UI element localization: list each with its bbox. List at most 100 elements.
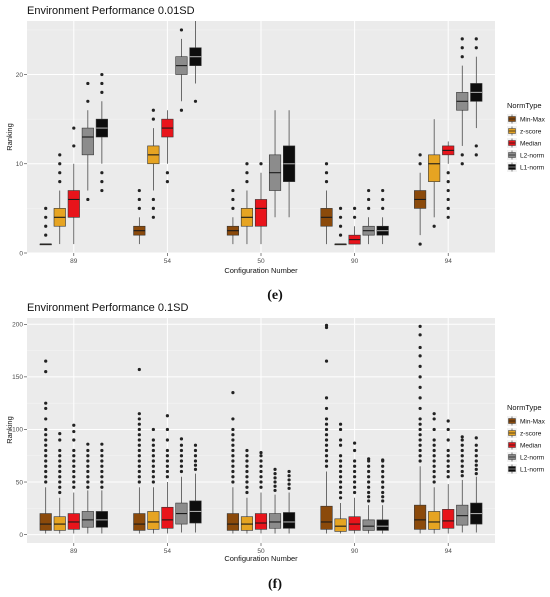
outlier-point xyxy=(100,459,104,463)
box-L1-norm-50 xyxy=(283,110,296,218)
outlier-point xyxy=(231,197,235,202)
box-Min-Max-94 xyxy=(414,153,427,246)
outlier-point xyxy=(245,180,249,184)
outlier-point xyxy=(179,443,184,447)
outlier-point xyxy=(446,459,450,463)
outlier-point xyxy=(165,454,169,458)
outlier-point xyxy=(324,406,329,411)
outlier-point xyxy=(151,206,155,210)
outlier-point xyxy=(446,427,450,432)
y-tick-label: 20 xyxy=(16,72,24,79)
outlier-point xyxy=(367,457,371,461)
outlier-point xyxy=(231,433,235,437)
outlier-point xyxy=(137,459,141,463)
outlier-point xyxy=(474,144,478,148)
outlier-point xyxy=(58,490,62,495)
outlier-point xyxy=(259,475,263,479)
outlier-point xyxy=(58,438,62,442)
outlier-point xyxy=(137,206,141,210)
legend-label: L1-norm xyxy=(520,164,544,171)
outlier-point xyxy=(58,469,62,474)
outlier-point xyxy=(245,469,249,474)
box-L2-norm-50 xyxy=(268,467,282,534)
outlier-point xyxy=(381,499,385,503)
outlier-point xyxy=(72,126,76,130)
outlier-point xyxy=(72,454,76,458)
y-ticks-f: 0 50 100 150 200 xyxy=(12,322,27,539)
outlier-point xyxy=(86,197,90,202)
box-L2-norm-54 xyxy=(175,437,188,533)
outlier-point xyxy=(338,469,343,474)
chart-title-e: Environment Performance 0.01SD xyxy=(27,5,195,17)
box-body xyxy=(442,509,455,529)
outlier-point xyxy=(165,448,169,453)
outlier-point xyxy=(324,459,329,463)
outlier-point xyxy=(460,474,464,478)
box-L2-norm-50 xyxy=(268,110,282,218)
outlier-point xyxy=(44,224,48,228)
outlier-point xyxy=(338,215,343,219)
outlier-point xyxy=(381,469,385,474)
outlier-point xyxy=(72,480,76,484)
outlier-point xyxy=(193,99,198,103)
outlier-point xyxy=(58,448,62,453)
outlier-point xyxy=(432,464,436,468)
box-body xyxy=(39,513,52,531)
legend-f: NormType Min-Max z-score Median L2-norm L1-no… xyxy=(507,403,546,474)
outlier-point xyxy=(338,422,343,426)
legend-e: NormType Min-Max z-score Median L2-norm L1-no… xyxy=(507,101,546,172)
outlier-point xyxy=(231,459,235,463)
outlier-point xyxy=(231,448,235,453)
outlier-point xyxy=(165,438,169,442)
box-Min-Max-50 xyxy=(226,188,239,245)
outlier-point xyxy=(367,485,371,489)
outlier-point xyxy=(324,433,329,437)
box-Min-Max-54 xyxy=(133,367,146,534)
outlier-point xyxy=(432,443,436,447)
outlier-point xyxy=(338,480,343,484)
x-tick-label: 89 xyxy=(70,258,78,265)
outlier-point xyxy=(86,475,90,479)
y-tick-label: 200 xyxy=(12,322,23,329)
outlier-point xyxy=(179,464,184,468)
outlier-point xyxy=(287,478,291,482)
outlier-point xyxy=(273,488,277,493)
outlier-point xyxy=(367,206,371,210)
legend-key-Median xyxy=(507,440,517,450)
outlier-point xyxy=(474,153,478,157)
outlier-point xyxy=(137,367,141,372)
outlier-point xyxy=(72,448,76,453)
x-tick-label: 50 xyxy=(257,258,265,265)
outlier-point xyxy=(137,464,141,468)
legend-key-L1-norm xyxy=(507,464,517,474)
box-body xyxy=(320,505,333,530)
outlier-point xyxy=(432,438,436,442)
outlier-point xyxy=(179,454,184,458)
outlier-point xyxy=(418,153,422,157)
outlier-point xyxy=(44,448,48,453)
outlier-point xyxy=(100,480,104,484)
outlier-point xyxy=(381,464,385,468)
outlier-point xyxy=(432,224,436,228)
x-axis-label-e: Configuration Number xyxy=(224,266,298,275)
outlier-point xyxy=(44,359,48,363)
boxes-f xyxy=(39,323,483,534)
legend-title: NormType xyxy=(507,403,542,412)
outlier-point xyxy=(44,370,48,374)
outlier-point xyxy=(151,197,155,202)
box-body xyxy=(254,199,268,227)
box-z-score-94 xyxy=(428,119,441,228)
y-tick-label: 10 xyxy=(16,161,24,168)
outlier-point xyxy=(353,464,357,468)
outlier-point xyxy=(418,396,422,400)
x-tick-label: 94 xyxy=(445,548,453,555)
outlier-point xyxy=(165,180,169,184)
outlier-point xyxy=(100,188,104,193)
box-Median-50 xyxy=(254,162,268,245)
box-z-score-89 xyxy=(53,153,66,245)
legend-key-Min-Max xyxy=(507,416,517,426)
outlier-point xyxy=(446,171,450,175)
outlier-point xyxy=(324,438,329,442)
outlier-point xyxy=(287,474,291,478)
legend-label: L2-norm xyxy=(520,152,544,159)
